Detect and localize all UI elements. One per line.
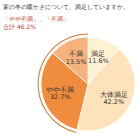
data-label: 11.6%: [88, 57, 109, 65]
annotation-text: 「やや不満」、「不満」: [3, 15, 69, 22]
annotation-bracket: [38, 34, 88, 134]
annotation-value: 46.2%: [17, 23, 36, 30]
annotation-text: 合計: [3, 23, 15, 30]
pie: [41, 37, 135, 131]
chart: 家の冬の暖かさについて、満足していますか。満足11.6%大体満足42.2%やや不…: [0, 0, 140, 140]
data-labels: 満足11.6%大体満足42.2%やや不満32.7%不満13.5%: [46, 50, 128, 106]
data-label: 42.2%: [103, 98, 124, 106]
title: 家の冬の暖かさについて、満足していますか。: [3, 3, 129, 11]
data-label: 13.5%: [66, 58, 87, 66]
slice: [41, 53, 88, 130]
data-label: 32.7%: [50, 93, 71, 101]
